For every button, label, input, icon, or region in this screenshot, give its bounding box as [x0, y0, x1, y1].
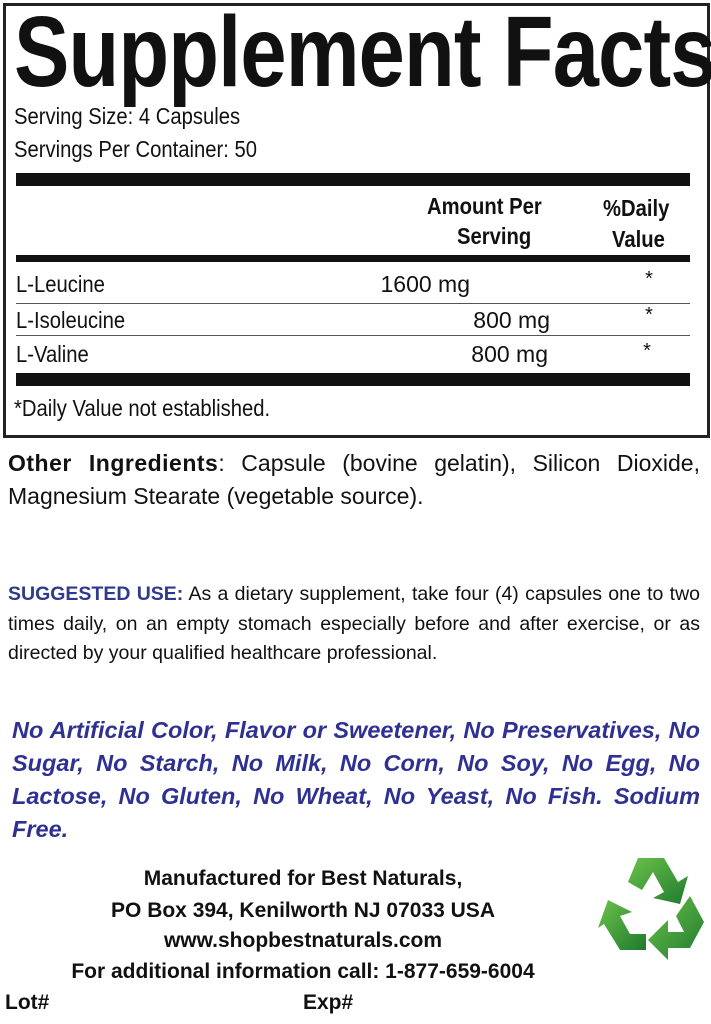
suggested-use-label: SUGGESTED USE:: [8, 583, 184, 605]
ingredient-amount: 800 mg: [471, 341, 548, 367]
header-amount-line2: Serving: [457, 223, 532, 249]
header-amount-line1: Amount Per: [427, 193, 542, 219]
divider-thick: [16, 373, 690, 386]
suggested-use: SUGGESTED USE: As a dietary supplement, …: [8, 580, 700, 669]
manufacturer-website: www.shopbestnaturals.com: [163, 929, 443, 952]
divider-thick: [16, 173, 690, 186]
ingredient-dv: *: [645, 304, 653, 326]
header-dv-line1: %Daily: [603, 195, 670, 221]
ingredient-name: L-Valine: [16, 341, 89, 367]
other-ingredients: Other Ingredients: Capsule (bovine gelat…: [8, 447, 700, 513]
supplement-facts-panel: [3, 3, 710, 438]
row-divider: [16, 335, 690, 336]
header-dv-line2: Value: [612, 226, 665, 252]
ingredient-dv: *: [643, 340, 651, 362]
ingredient-dv: *: [645, 268, 653, 290]
daily-value-footnote: *Daily Value not established.: [14, 395, 271, 421]
row-divider: [16, 303, 690, 304]
manufacturer-line1: Manufactured for Best Naturals,: [143, 867, 463, 890]
exp-label: Exp#: [303, 991, 354, 1014]
free-from-statement: No Artificial Color, Flavor or Sweetener…: [12, 717, 700, 842]
servings-per-container: Servings Per Container: 50: [14, 136, 258, 162]
page-title: Supplement Facts: [14, 0, 711, 108]
ingredient-amount: 1600 mg: [380, 271, 470, 297]
other-ingredients-text: : Capsule (bovine gelatin), Silicon Diox…: [8, 450, 700, 509]
divider-medium: [16, 255, 690, 262]
manufacturer-address: PO Box 394, Kenilworth NJ 07033 USA: [111, 899, 495, 922]
other-ingredients-label: Other Ingredients: [8, 450, 219, 476]
suggested-use-text: As a dietary supplement, take four (4) c…: [8, 583, 700, 664]
serving-size: Serving Size: 4 Capsules: [14, 103, 241, 129]
recycle-icon: [598, 858, 704, 960]
manufacturer-phone: For additional information call: 1-877-6…: [71, 960, 535, 983]
ingredient-name: L-Isoleucine: [16, 307, 126, 333]
ingredient-name: L-Leucine: [16, 271, 105, 297]
lot-label: Lot#: [5, 991, 50, 1014]
ingredient-amount: 800 mg: [473, 307, 550, 333]
